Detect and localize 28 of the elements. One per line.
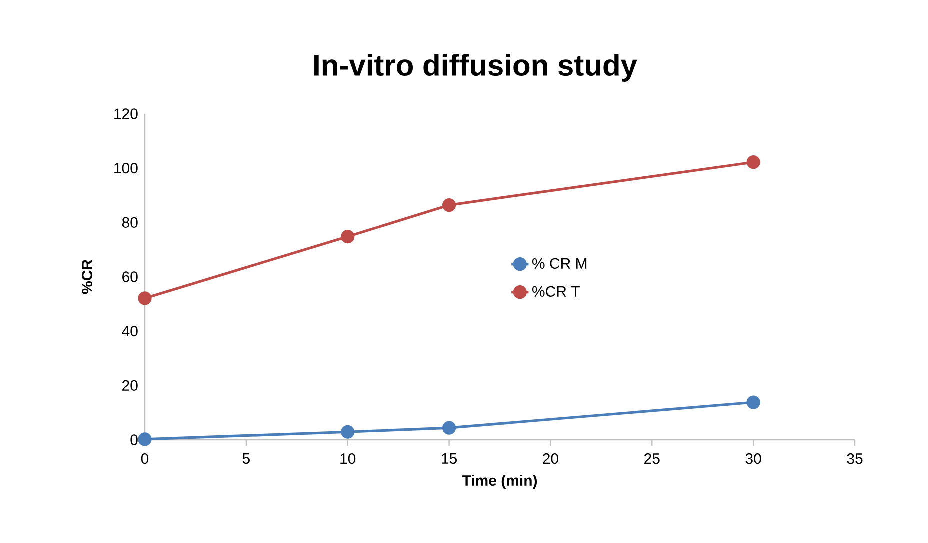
point bbox=[138, 432, 152, 446]
point bbox=[341, 230, 355, 244]
point bbox=[138, 292, 152, 306]
legend-label: %CR T bbox=[532, 286, 580, 297]
point bbox=[746, 396, 760, 410]
x-tick-label: 20 bbox=[543, 454, 558, 464]
y-tick-label: 40 bbox=[122, 326, 138, 337]
y-tick-label: 120 bbox=[114, 108, 138, 120]
chart-title: In-vitro diffusion study bbox=[314, 54, 638, 82]
x-tick-label: 10 bbox=[340, 454, 356, 464]
point bbox=[442, 421, 456, 435]
y-tick-label: 60 bbox=[122, 272, 138, 282]
x-tick-label: 0 bbox=[141, 454, 149, 464]
point bbox=[341, 425, 355, 439]
x-tick-label: 15 bbox=[442, 454, 458, 464]
y-tick-label: 20 bbox=[122, 380, 138, 391]
y-tick-label: 0 bbox=[130, 434, 138, 446]
y-tick-label: 100 bbox=[114, 163, 138, 174]
x-tick-label: 30 bbox=[746, 454, 762, 464]
legend-label: % CR M bbox=[532, 258, 587, 269]
x-tick-label: 25 bbox=[644, 454, 660, 464]
x-tick-label: 5 bbox=[242, 454, 250, 464]
point bbox=[442, 198, 456, 212]
x-axis-title: Time (min) bbox=[462, 475, 538, 489]
point bbox=[746, 156, 760, 170]
y-axis-title: %CR bbox=[82, 260, 93, 294]
x-tick-label: 35 bbox=[847, 454, 863, 464]
y-tick-label: 80 bbox=[122, 217, 138, 228]
